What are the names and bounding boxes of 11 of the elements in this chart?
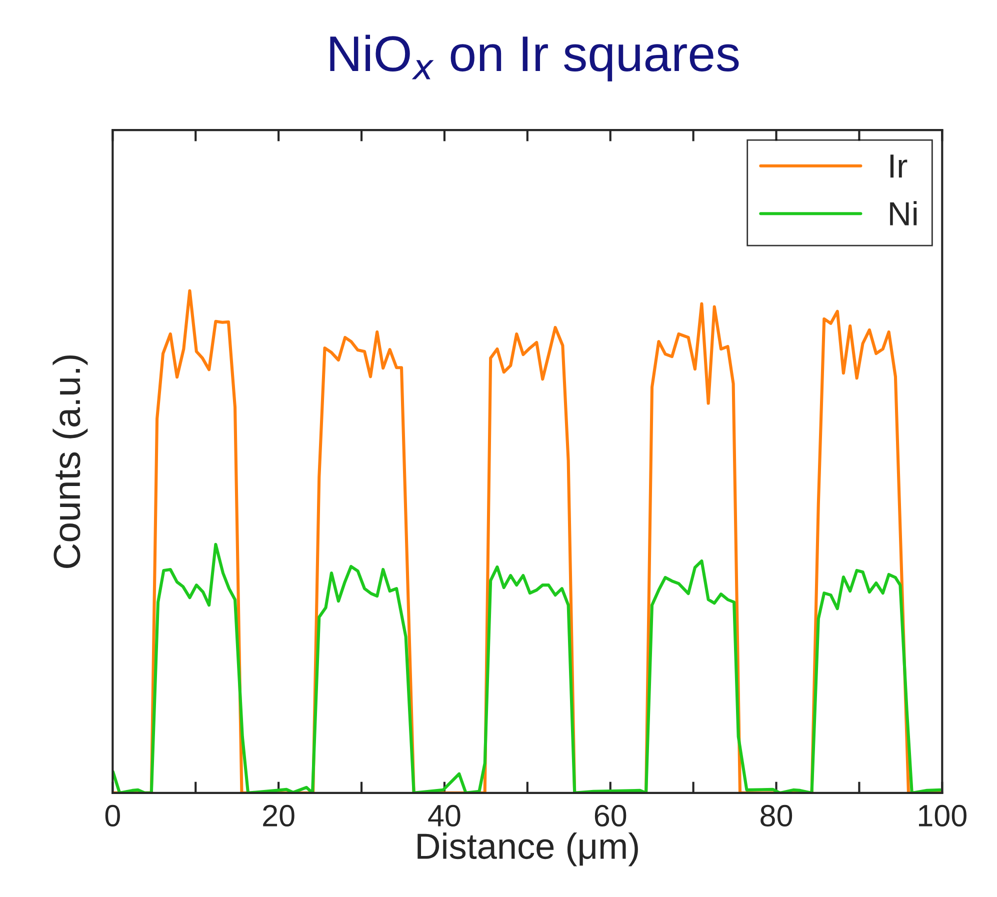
x-axis-title: Distance (μm) [418,832,638,866]
x-tick-label: 80 [760,804,792,827]
x-tick-label: 40 [428,804,460,827]
x-tick-label: 60 [594,804,626,827]
x-tick-label: 20 [263,804,294,827]
legend-label: Ni [890,201,917,226]
x-tick-label: 100 [919,804,966,827]
y-axis-title: Counts (a.u.) [52,355,88,568]
x-tick-label: 0 [105,804,120,827]
legend-label: Ir [890,154,908,178]
chart-title: NiO$_{x}$ on Ir squares [330,34,739,82]
